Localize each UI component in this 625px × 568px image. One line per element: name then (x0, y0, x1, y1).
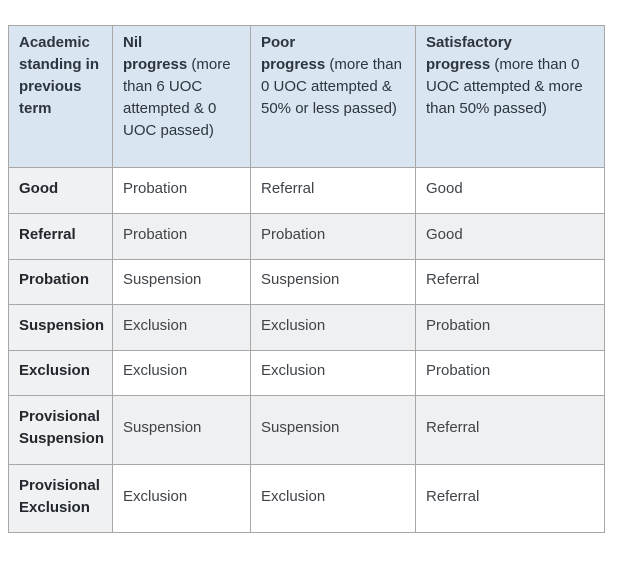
data-cell: Probation (112, 213, 251, 260)
table-row-probation: Probation Suspension Suspension Referral (8, 259, 605, 305)
row-header-cell: Provisional Exclusion (8, 464, 113, 533)
row-header-cell: Probation (8, 259, 113, 305)
table-row-provisional-exclusion: Provisional Exclusion Exclusion Exclusio… (8, 464, 605, 533)
header-poor-word1: Poor (261, 34, 296, 51)
data-cell: Probation (415, 304, 605, 351)
table-row-referral: Referral Probation Probation Good (8, 213, 605, 260)
header-nil-word1: Nil (123, 34, 143, 51)
header-cell-standing: Academic standing in previous term (8, 25, 113, 168)
data-cell: Suspension (250, 395, 416, 465)
row-header-cell: Provisional Suspension (8, 395, 113, 465)
data-cell: Exclusion (250, 350, 416, 396)
header-satisfactory-desc: (more than 0 UOC attempted & more than 5… (426, 56, 583, 117)
data-cell: Probation (112, 167, 251, 214)
header-cell-poor-progress: Poor progress (more than 0 UOC attempted… (250, 25, 416, 168)
data-cell: Suspension (112, 259, 251, 305)
data-cell: Referral (250, 167, 416, 214)
header-standing-title: Academic standing in previous term (19, 34, 99, 117)
header-poor-desc: (more than 0 UOC attempted & 50% or less… (261, 56, 402, 117)
header-nil-word2: progress (123, 56, 188, 73)
row-header-cell: Good (8, 167, 113, 214)
data-cell: Suspension (250, 259, 416, 305)
table-row-good: Good Probation Referral Good (8, 167, 605, 214)
table-row-suspension: Suspension Exclusion Exclusion Probation (8, 304, 605, 351)
data-cell: Exclusion (250, 304, 416, 351)
row-header-cell: Exclusion (8, 350, 113, 396)
table-header-row: Academic standing in previous term Nil p… (8, 25, 605, 168)
table-row-exclusion: Exclusion Exclusion Exclusion Probation (8, 350, 605, 396)
table-row-provisional-suspension: Provisional Suspension Suspension Suspen… (8, 395, 605, 465)
row-header-cell: Suspension (8, 304, 113, 351)
data-cell: Exclusion (112, 304, 251, 351)
data-cell: Good (415, 213, 605, 260)
data-cell: Good (415, 167, 605, 214)
data-cell: Exclusion (112, 350, 251, 396)
header-nil-desc: (more than 6 UOC attempted & 0 UOC passe… (123, 56, 231, 139)
header-cell-nil-progress: Nil progress (more than 6 UOC attempted … (112, 25, 251, 168)
header-satisfactory-word2: progress (426, 56, 491, 73)
data-cell: Probation (415, 350, 605, 396)
data-cell: Referral (415, 395, 605, 465)
data-cell: Probation (250, 213, 416, 260)
row-header-cell: Referral (8, 213, 113, 260)
academic-standing-table: Academic standing in previous term Nil p… (8, 25, 605, 533)
data-cell: Exclusion (112, 464, 251, 533)
data-cell: Suspension (112, 395, 251, 465)
data-cell: Referral (415, 259, 605, 305)
header-satisfactory-word1: Satisfactory (426, 34, 512, 51)
header-poor-word2: progress (261, 56, 326, 73)
data-cell: Referral (415, 464, 605, 533)
data-cell: Exclusion (250, 464, 416, 533)
header-cell-satisfactory-progress: Satisfactory progress (more than 0 UOC a… (415, 25, 605, 168)
